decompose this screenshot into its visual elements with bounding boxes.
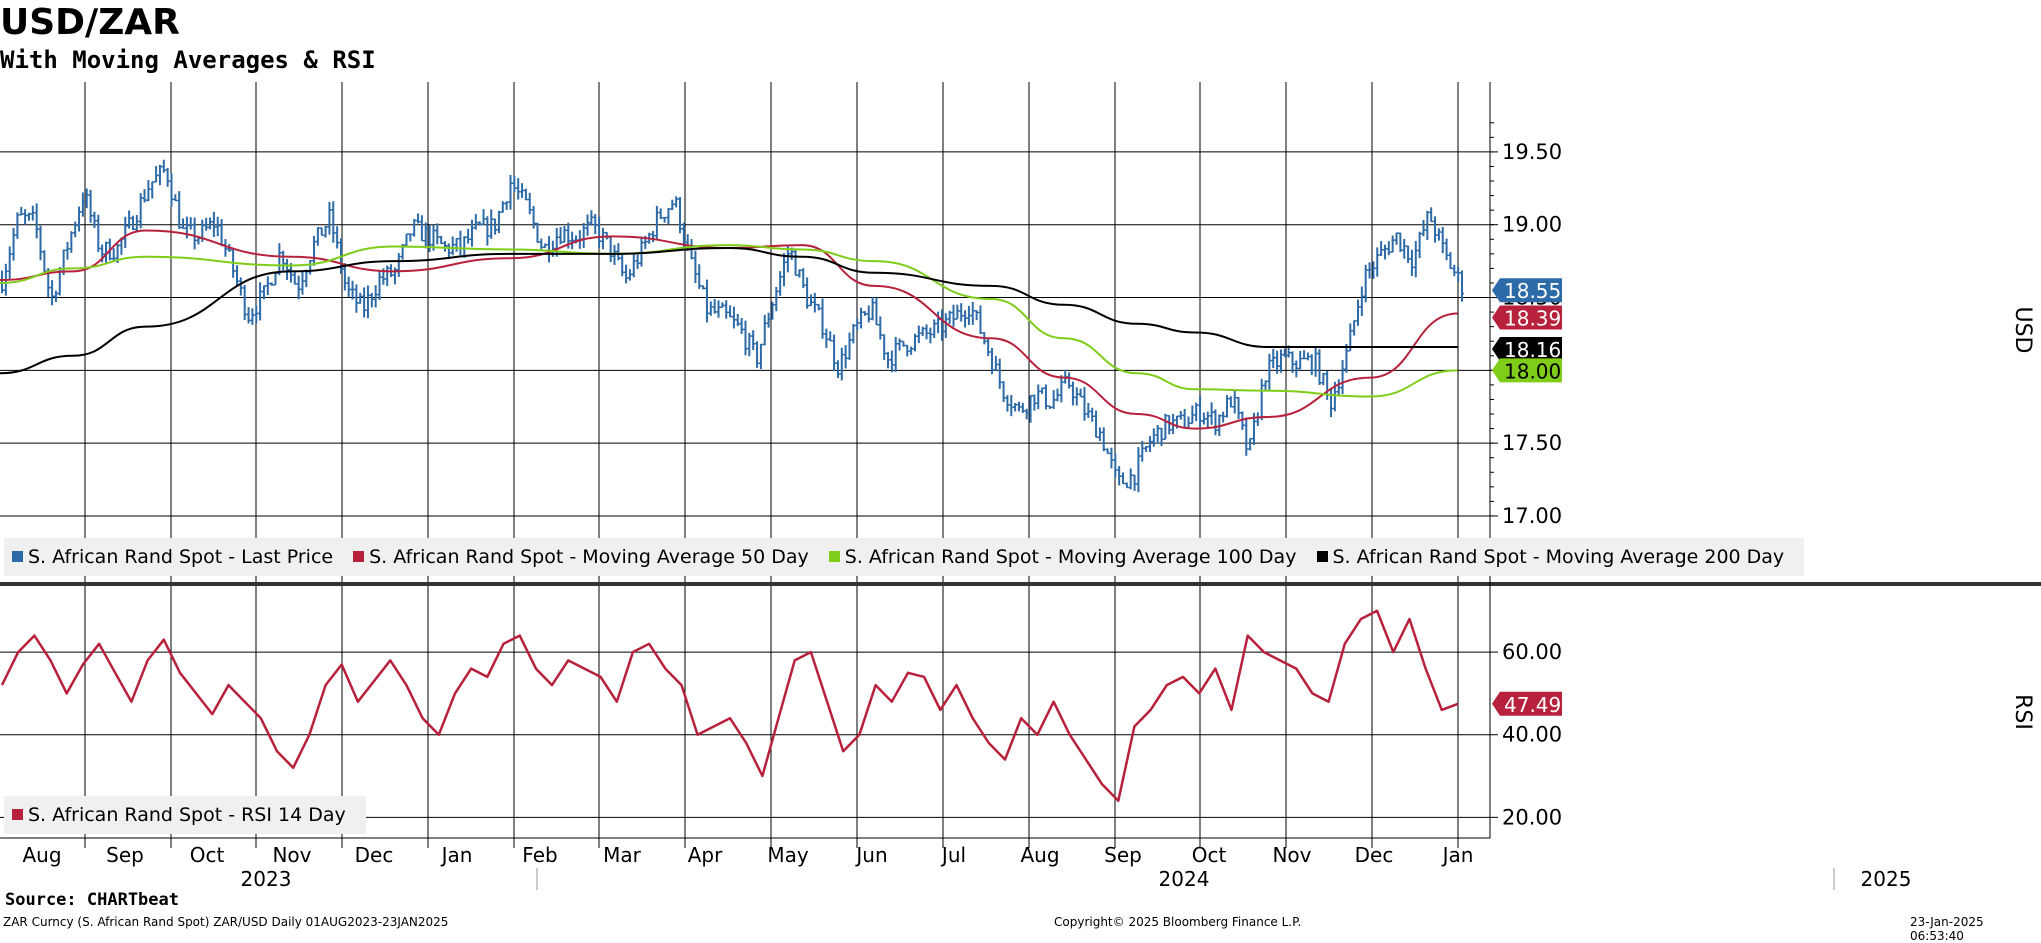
x-month-label: Sep xyxy=(106,843,144,867)
rsi-tick-label: 20.00 xyxy=(1502,805,1562,829)
legend-swatch-rsi xyxy=(12,809,23,820)
legend-swatch-ma200 xyxy=(1316,551,1328,562)
tag-ma100-text: 18.00 xyxy=(1504,359,1561,383)
legend-item-ma200: S. African Rand Spot - Moving Average 20… xyxy=(1316,538,1785,576)
source-label: Source: CHARTbeat xyxy=(5,890,179,910)
x-month-label: Jul xyxy=(940,843,966,867)
ma-line-ma200 xyxy=(0,247,1458,375)
price-tick-label: 17.00 xyxy=(1502,504,1562,528)
tag-price-shape xyxy=(1492,278,1562,303)
tag-ma100: 18.00 xyxy=(1492,358,1562,383)
rsi-legend: S. African Rand Spot - RSI 14 Day xyxy=(4,796,366,834)
rsi-axis-title: RSI xyxy=(2010,694,2035,730)
x-month-label: Oct xyxy=(1192,843,1227,867)
rsi-line xyxy=(0,609,1459,803)
rsi-tick-label: 40.00 xyxy=(1502,723,1562,747)
ticker-info: ZAR Curncy (S. African Rand Spot) ZAR/US… xyxy=(3,915,449,929)
x-month-label: Nov xyxy=(1272,843,1311,867)
chart-title: USD/ZAR xyxy=(0,2,180,43)
timestamp: 23-Jan-2025 06:53:40 xyxy=(1910,915,1984,943)
ma-line-ma50 xyxy=(0,229,1458,430)
tag-ma100-shape xyxy=(1492,358,1562,383)
x-month-label: Dec xyxy=(355,843,394,867)
ma-line-ma100 xyxy=(0,244,1458,398)
legend-swatch-ma50 xyxy=(353,551,365,562)
legend-label-price: S. African Rand Spot - Last Price xyxy=(28,546,334,568)
x-month-label: Aug xyxy=(22,843,61,867)
tag-ma50-text: 18.39 xyxy=(1504,307,1561,331)
grid-layer xyxy=(0,82,2041,838)
x-month-label: May xyxy=(767,843,809,867)
x-month-label: Sep xyxy=(1104,843,1142,867)
x-month-label: Dec xyxy=(1355,843,1394,867)
x-month-label: Apr xyxy=(688,843,723,867)
legend-label-ma100: S. African Rand Spot - Moving Average 10… xyxy=(844,546,1297,568)
price-legend: S. African Rand Spot - Last Price S. Afr… xyxy=(4,538,1805,576)
legend-label-rsi: S. African Rand Spot - RSI 14 Day xyxy=(28,804,346,826)
x-month-label: Aug xyxy=(1020,843,1059,867)
price-axis-title: USD xyxy=(2010,306,2035,353)
tag-ma50-shape xyxy=(1492,305,1562,330)
x-year-label: 2023 xyxy=(241,867,292,891)
x-month-label: Jan xyxy=(440,843,473,867)
copyright: Copyright© 2025 Bloomberg Finance L.P. xyxy=(1054,915,1302,929)
tag-rsi: 47.49 xyxy=(1492,691,1562,717)
legend-item-rsi: S. African Rand Spot - RSI 14 Day xyxy=(12,796,346,834)
tag-rsi-shape xyxy=(1492,691,1562,716)
moving-average-lines xyxy=(0,229,1458,430)
price-tick-label: 19.00 xyxy=(1502,213,1562,237)
x-month-label: Feb xyxy=(522,843,557,867)
x-month-label: Nov xyxy=(272,843,311,867)
tag-price-text: 18.55 xyxy=(1504,279,1561,303)
legend-item-ma100: S. African Rand Spot - Moving Average 10… xyxy=(828,538,1297,576)
axis-layer: 17.0017.5018.0018.5019.0019.5020.0040.00… xyxy=(0,82,2035,891)
price-tick-label: 19.50 xyxy=(1502,140,1562,164)
x-year-label: 2025 xyxy=(1861,867,1912,891)
tag-ma200-shape xyxy=(1492,337,1562,362)
x-month-label: Mar xyxy=(603,843,642,867)
legend-item-price: S. African Rand Spot - Last Price xyxy=(12,538,333,576)
price-bars xyxy=(0,159,1464,493)
rsi-tick-label: 60.00 xyxy=(1502,640,1562,664)
tag-ma200: 18.16 xyxy=(1492,337,1562,362)
x-month-label: Jan xyxy=(1441,843,1474,867)
legend-swatch-ma100 xyxy=(828,551,840,562)
chart-subtitle: With Moving Averages & RSI xyxy=(0,46,376,74)
tag-ma200-text: 18.16 xyxy=(1504,338,1561,362)
x-month-label: Jun xyxy=(854,843,887,867)
tag-ma50: 18.39 xyxy=(1492,305,1562,331)
x-month-label: Oct xyxy=(190,843,225,867)
tag-rsi-text: 47.49 xyxy=(1504,693,1561,717)
price-tick-label: 17.50 xyxy=(1502,431,1562,455)
legend-item-ma50: S. African Rand Spot - Moving Average 50… xyxy=(353,538,809,576)
rsi-line-layer xyxy=(0,609,1459,803)
legend-label-ma50: S. African Rand Spot - Moving Average 50… xyxy=(369,546,809,568)
legend-swatch-price xyxy=(12,551,23,562)
tag-price: 18.55 xyxy=(1492,278,1562,303)
legend-label-ma200: S. African Rand Spot - Moving Average 20… xyxy=(1332,546,1785,568)
x-year-label: 2024 xyxy=(1159,867,1210,891)
